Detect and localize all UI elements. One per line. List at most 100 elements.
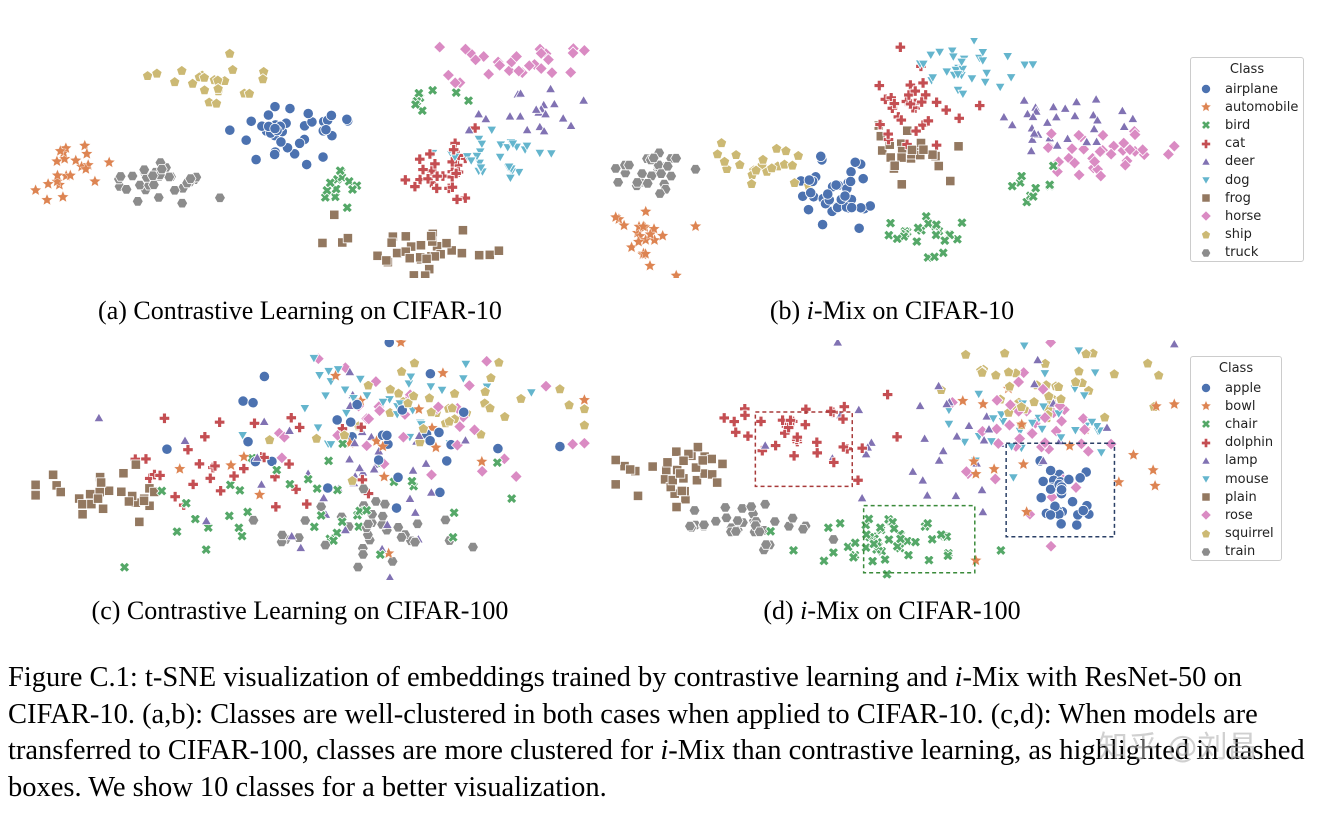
point-deer bbox=[1051, 139, 1063, 150]
point-train bbox=[736, 503, 749, 514]
point-squirrel bbox=[408, 357, 421, 369]
point-apple bbox=[1055, 484, 1068, 496]
point-dog bbox=[994, 82, 1006, 93]
point-horse bbox=[534, 46, 548, 60]
point-bird bbox=[426, 84, 439, 96]
point-lamp bbox=[917, 474, 929, 485]
point-squirrel bbox=[423, 392, 436, 403]
point-ship bbox=[786, 159, 799, 171]
point-dolphin bbox=[852, 474, 864, 486]
caption-b-prefix: (b) bbox=[769, 296, 807, 325]
legend-marker bbox=[1200, 156, 1212, 166]
point-squirrel bbox=[417, 422, 430, 434]
legend-label: squirrel bbox=[1225, 526, 1274, 542]
point-bird bbox=[930, 218, 943, 231]
point-train bbox=[319, 539, 332, 551]
point-bowl bbox=[956, 394, 970, 407]
point-dolphin bbox=[825, 405, 837, 417]
point-chair bbox=[308, 521, 320, 533]
point-bowl bbox=[253, 488, 267, 501]
point-airplane bbox=[864, 200, 876, 212]
point-frog bbox=[415, 240, 427, 251]
legend-label: frog bbox=[1225, 190, 1251, 206]
point-lamp bbox=[914, 400, 926, 410]
legend-marker bbox=[1200, 528, 1212, 538]
point-bowl bbox=[578, 393, 590, 406]
point-cat bbox=[451, 193, 463, 205]
point-lamp bbox=[353, 462, 366, 473]
point-apple bbox=[390, 502, 403, 514]
point-horse bbox=[1072, 128, 1086, 142]
point-dolphin bbox=[811, 436, 823, 448]
point-train bbox=[357, 549, 369, 560]
point-horse bbox=[577, 43, 590, 58]
point-apple bbox=[1035, 492, 1047, 504]
point-bird bbox=[884, 217, 897, 229]
point-horse bbox=[441, 68, 455, 82]
point-airplane bbox=[844, 175, 857, 188]
point-plain bbox=[667, 475, 678, 486]
tsne-plot-c bbox=[30, 340, 590, 580]
point-cat bbox=[422, 173, 434, 185]
point-chair bbox=[241, 506, 254, 518]
point-dolphin bbox=[882, 388, 894, 401]
point-squirrel bbox=[1015, 401, 1028, 412]
legend-label: dolphin bbox=[1225, 435, 1274, 451]
point-dog bbox=[966, 74, 978, 85]
legend-marker bbox=[1200, 455, 1212, 465]
point-horse bbox=[545, 66, 559, 80]
point-mouse bbox=[525, 388, 537, 399]
diamond-marker-icon bbox=[1200, 210, 1212, 223]
point-dog bbox=[1019, 60, 1031, 71]
point-squirrel bbox=[263, 434, 276, 445]
caption-d-italic: i bbox=[800, 596, 808, 625]
point-lamp bbox=[200, 515, 212, 526]
point-bird bbox=[1047, 160, 1059, 172]
legend-item-plain: plain bbox=[1199, 488, 1273, 506]
point-mouse bbox=[339, 385, 351, 396]
point-bird bbox=[911, 235, 923, 248]
point-bird bbox=[1006, 180, 1018, 192]
point-frog bbox=[945, 175, 956, 187]
legend-item-cat: cat bbox=[1199, 135, 1295, 153]
point-dog bbox=[946, 46, 958, 57]
point-chair bbox=[849, 537, 861, 549]
point-dog bbox=[925, 50, 937, 61]
point-plain bbox=[123, 496, 135, 507]
point-dolphin bbox=[355, 421, 367, 433]
point-horse bbox=[433, 40, 447, 54]
point-chair bbox=[311, 482, 323, 495]
point-chair bbox=[834, 517, 846, 529]
point-rose bbox=[453, 420, 467, 434]
point-automobile bbox=[639, 233, 653, 246]
point-truck bbox=[631, 177, 644, 188]
point-dog bbox=[503, 162, 515, 173]
point-deer bbox=[534, 121, 546, 131]
legend-item-bird: bird bbox=[1199, 116, 1295, 134]
point-cat bbox=[922, 115, 934, 127]
point-horse bbox=[1123, 143, 1137, 157]
point-chair bbox=[302, 473, 314, 485]
point-lamp bbox=[1168, 340, 1180, 349]
point-mouse bbox=[361, 391, 373, 402]
caption-d-prefix: (d) bbox=[763, 596, 801, 625]
point-apple bbox=[331, 414, 343, 426]
point-deer bbox=[1087, 109, 1099, 120]
point-chair bbox=[447, 531, 459, 543]
point-dolphin bbox=[728, 415, 740, 428]
point-squirrel bbox=[976, 366, 988, 378]
point-dog bbox=[981, 68, 993, 79]
point-truck bbox=[131, 196, 144, 207]
point-train bbox=[731, 515, 744, 526]
point-dolphin bbox=[770, 439, 782, 452]
point-mouse bbox=[1037, 402, 1050, 413]
point-bird bbox=[939, 234, 951, 247]
point-deer bbox=[1091, 135, 1103, 146]
point-apple bbox=[1045, 483, 1057, 495]
legend-marker bbox=[1200, 176, 1212, 186]
point-lamp bbox=[413, 429, 425, 440]
point-airplane bbox=[815, 150, 827, 162]
point-truck bbox=[636, 168, 648, 179]
point-squirrel bbox=[407, 390, 420, 401]
tridown-marker-icon bbox=[1200, 475, 1212, 485]
